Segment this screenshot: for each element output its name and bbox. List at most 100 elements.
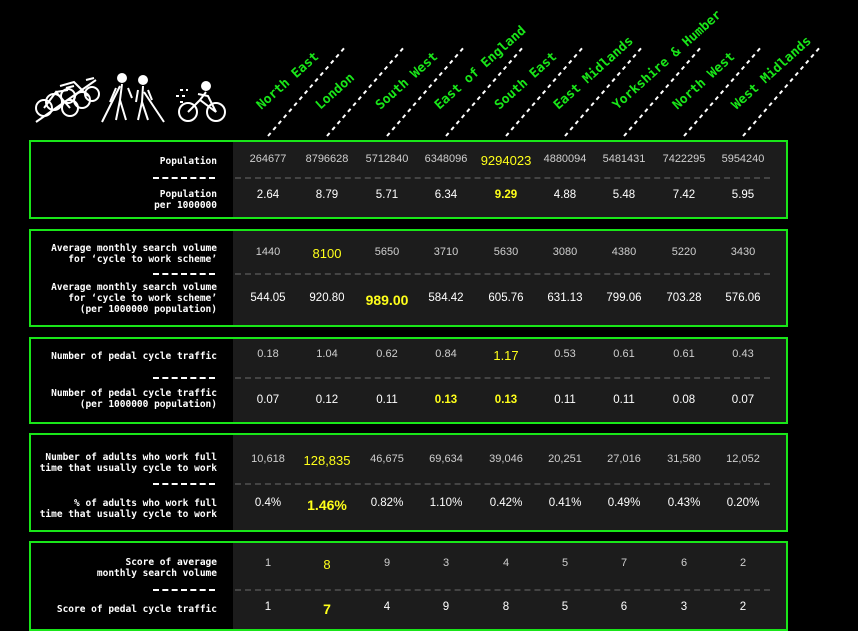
metric-value: 0.41% — [548, 497, 582, 509]
metric-value: 0.62 — [376, 348, 398, 360]
metric-panel: Score of average monthly search volume Sc… — [29, 541, 788, 631]
metric-value: 27,016 — [607, 453, 641, 465]
metric-label: Number of pedal cycle traffic — [51, 351, 217, 362]
metric-value: 989.00 — [365, 292, 409, 308]
metric-panel: Number of adults who work full time that… — [29, 433, 788, 532]
metric-value: 1 — [264, 601, 272, 613]
metric-value: 576.06 — [725, 292, 761, 304]
metric-value: 7.42 — [672, 189, 696, 201]
metric-value: 3430 — [730, 246, 756, 258]
metric-value: 703.28 — [666, 292, 702, 304]
metric-label: Population per 1000000 — [154, 189, 217, 211]
metric-value: 4 — [502, 557, 510, 569]
pedestrians-icon — [101, 73, 165, 123]
metric-value: 799.06 — [606, 292, 642, 304]
metric-value: 6.34 — [434, 189, 458, 201]
metric-value: 0.49% — [607, 497, 641, 509]
region-leader-line — [742, 45, 822, 137]
metric-panel: Average monthly search volume for ‘cycle… — [29, 229, 788, 327]
metric-value: 9.29 — [494, 189, 518, 201]
label-divider — [153, 273, 215, 275]
metric-value: 0.82% — [370, 497, 404, 509]
metric-value: 128,835 — [303, 453, 351, 468]
metric-value: 5220 — [671, 246, 697, 258]
metric-value: 0.61 — [613, 348, 635, 360]
metric-value: 9294023 — [480, 153, 532, 168]
metric-value: 31,580 — [667, 453, 701, 465]
metric-value: 5.48 — [612, 189, 636, 201]
label-divider — [153, 483, 215, 485]
metric-value: 0.13 — [434, 394, 458, 406]
label-divider — [153, 377, 215, 379]
region-leader-line — [623, 45, 703, 137]
metric-value: 0.08 — [672, 394, 696, 406]
metric-value: 584.42 — [428, 292, 464, 304]
metric-value: 5.95 — [731, 189, 755, 201]
metric-label-column: Average monthly search volume for ‘cycle… — [31, 231, 233, 325]
metric-label: Number of pedal cycle traffic (per 10000… — [51, 388, 217, 410]
metric-label-column: Score of average monthly search volume Sc… — [31, 543, 233, 629]
metric-label: Average monthly search volume for ‘cycle… — [51, 243, 217, 265]
metric-value: 9 — [442, 601, 450, 613]
metric-value: 0.61 — [673, 348, 695, 360]
metric-value: 0.84 — [435, 348, 457, 360]
metric-label: Average monthly search volume for ‘cycle… — [51, 282, 217, 315]
metric-value: 7422295 — [662, 153, 706, 165]
metric-value: 7 — [620, 557, 628, 569]
metric-value: 4 — [383, 601, 391, 613]
metric-value: 5481431 — [602, 153, 646, 165]
metric-value: 5954240 — [721, 153, 765, 165]
metric-value: 3 — [442, 557, 450, 569]
metric-panel: Number of pedal cycle traffic Number of p… — [29, 337, 788, 424]
metric-value: 5650 — [374, 246, 400, 258]
metric-value: 0.20% — [726, 497, 760, 509]
metric-value: 3 — [680, 601, 688, 613]
metric-value-column: 1440 8100 5650 3710 5630 3080 4380 5220 3430 544.… — [233, 231, 786, 325]
metric-value: 6 — [680, 557, 688, 569]
row-divider — [235, 273, 770, 275]
label-divider — [153, 589, 215, 591]
region-leader-line — [683, 45, 763, 137]
metric-value-column: 1 8 9 3 4 5 7 6 2 1 7 4 9 8 5 6 3 2 — [233, 543, 786, 629]
metric-value: 9 — [383, 557, 391, 569]
row-divider — [235, 177, 770, 179]
region-leader-lines — [267, 45, 822, 137]
region-leader-line — [564, 45, 644, 137]
cyclist-icon — [176, 81, 226, 122]
metric-label: Score of average monthly search volume — [96, 557, 217, 579]
metric-value: 8 — [502, 601, 510, 613]
metric-value: 0.11 — [376, 394, 398, 406]
metric-value: 5 — [561, 557, 569, 569]
row-divider — [235, 377, 770, 379]
metric-value: 8 — [323, 557, 331, 572]
metric-value: 20,251 — [548, 453, 582, 465]
metric-value-column: 10,618 128,835 46,675 69,634 39,046 20,251 27,… — [233, 435, 786, 530]
metric-value: 5.71 — [375, 189, 399, 201]
metric-value: 3710 — [433, 246, 459, 258]
metric-value: 631.13 — [547, 292, 583, 304]
metric-value: 0.07 — [731, 394, 755, 406]
metric-value: 0.12 — [315, 394, 339, 406]
row-divider — [235, 589, 770, 591]
metric-value: 0.43% — [667, 497, 701, 509]
metric-value: 10,618 — [251, 453, 285, 465]
metric-value-column: 264677 8796628 5712840 6348096 9294023 488009… — [233, 142, 786, 217]
metric-value: 1 — [264, 557, 272, 569]
metric-value: 0.11 — [554, 394, 576, 406]
metric-value: 8.79 — [315, 189, 339, 201]
metric-value: 2 — [739, 601, 747, 613]
metric-value: 1.46% — [307, 497, 347, 513]
metric-panel: Population Population per 1000000 264677 87… — [29, 140, 788, 219]
region-leader-line — [505, 45, 585, 137]
region-leader-line — [267, 45, 347, 137]
metric-value: 0.07 — [256, 394, 280, 406]
metric-value: 0.42% — [489, 497, 523, 509]
region-leader-line — [326, 45, 406, 137]
metric-label-column: Population Population per 1000000 — [31, 142, 233, 217]
metric-value: 7 — [323, 601, 331, 617]
metric-value: 0.4% — [254, 497, 282, 509]
metric-value: 1440 — [255, 246, 281, 258]
metric-value: 12,052 — [726, 453, 760, 465]
metric-label: Score of pedal cycle traffic — [56, 604, 217, 615]
metric-value: 2.64 — [256, 189, 280, 201]
